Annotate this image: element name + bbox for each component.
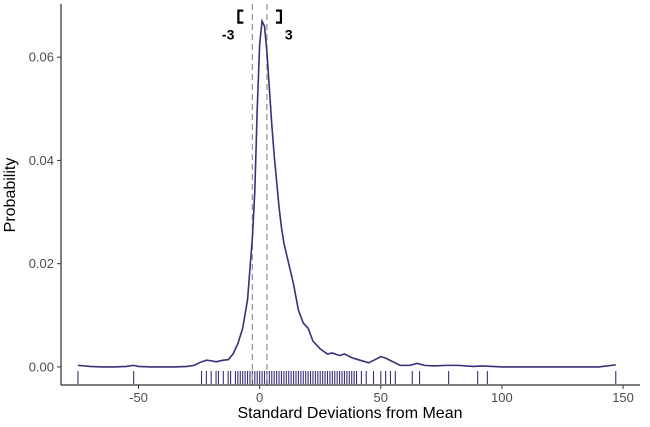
bracket-mark	[237, 9, 244, 24]
y-tick-label: 0.02	[29, 256, 54, 271]
annotation-label: 3	[285, 27, 293, 43]
y-ticks: 0.00 0.02 0.04 0.06	[29, 50, 61, 374]
x-tick-label: 100	[491, 390, 513, 405]
x-tick-label: -50	[129, 390, 148, 405]
x-axis-title: Standard Deviations from Mean	[238, 405, 463, 422]
rug-marks	[77, 371, 617, 384]
axes	[60, 4, 640, 386]
x-tick-label: 0	[256, 390, 263, 405]
annotation-label: -3	[222, 27, 235, 43]
y-tick-label: 0.06	[29, 50, 54, 65]
x-ticks: -50 0 50 100 150	[129, 385, 634, 405]
y-tick-label: 0.00	[29, 359, 54, 374]
x-tick-label: 50	[374, 390, 388, 405]
bracket-mark	[275, 9, 283, 24]
density-curve	[77, 18, 616, 368]
x-tick-label: 150	[612, 390, 634, 405]
y-tick-label: 0.04	[29, 153, 54, 168]
y-axis-title: Probability	[2, 158, 19, 233]
reference-lines	[251, 4, 268, 385]
annotations: -3 3	[222, 9, 293, 43]
